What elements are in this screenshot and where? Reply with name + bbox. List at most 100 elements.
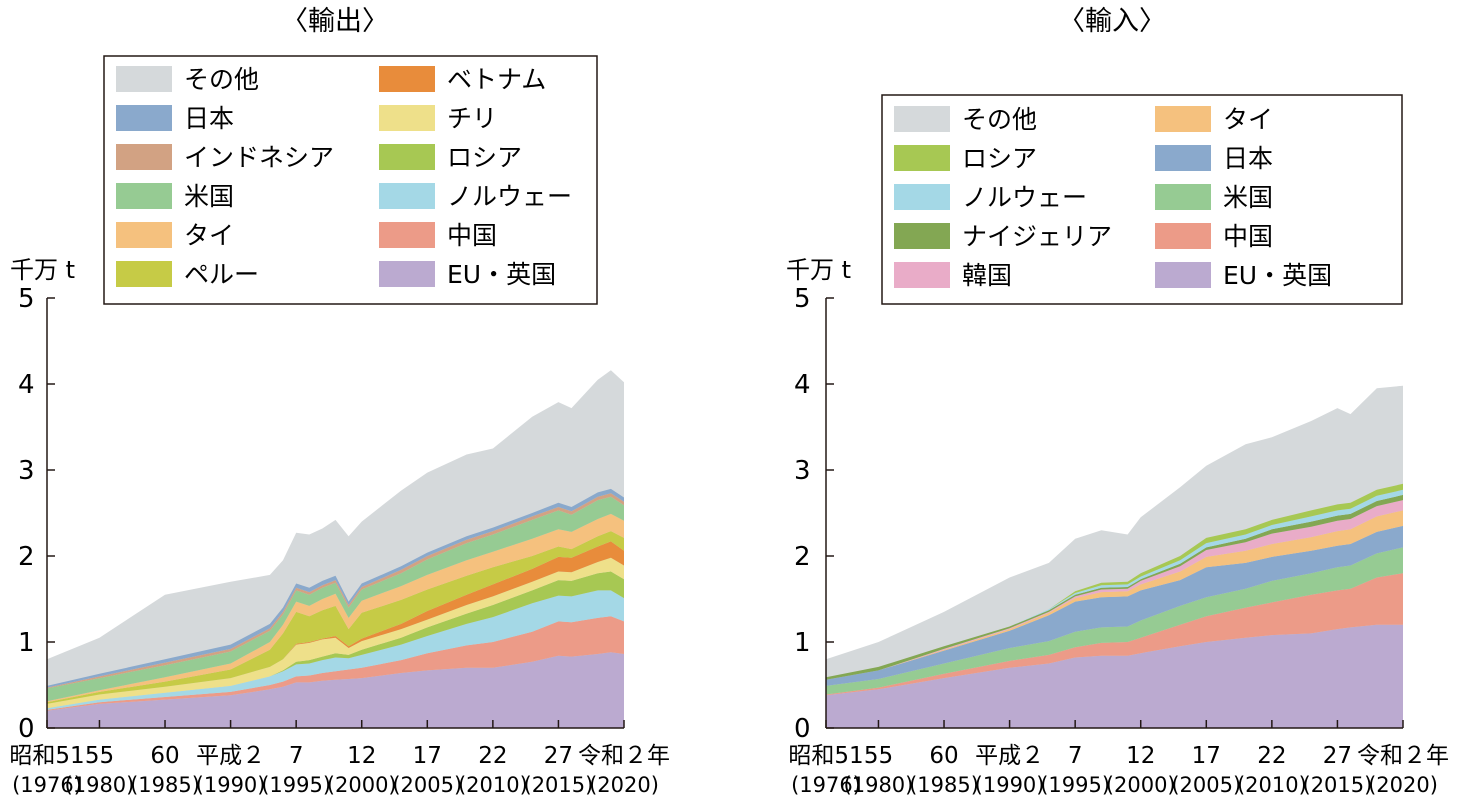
legend-swatch-vietnam [379,66,435,92]
x-tick-year: (2005) [1171,773,1241,797]
legend-swatch-eu-uk [379,261,435,287]
y-tick-label: 2 [794,542,811,572]
legend-label-norway: ノルウェー [962,183,1087,212]
x-tick-year: (1990) [975,773,1045,797]
legend-label-indonesia: インドネシア [184,143,334,172]
x-tick-year: (1976) [791,773,861,797]
area-japan [47,488,624,688]
y-tick-label: 2 [18,542,35,572]
legend-swatch-norway [379,183,435,209]
x-tick-label: 12 [347,743,376,769]
x-tick-label: 55 [864,743,893,769]
x-tick-label: 令和２年 [1357,743,1449,769]
legend-label-china: 中国 [447,221,497,250]
y-tick-label: 3 [18,456,35,486]
legend-label-usa: 米国 [1223,183,1273,212]
y-tick-label: 3 [794,456,811,486]
area-china [47,616,624,711]
x-tick-label: 7 [289,743,304,769]
x-tick-year: (2005) [392,773,462,797]
legend-label-russia: ロシア [962,144,1037,173]
x-tick-year: (2010) [458,773,528,797]
x-tick-label: 27 [544,743,573,769]
x-tick-label: 昭和51 [788,743,863,769]
x-tick-year: (2020) [1368,773,1438,797]
y-tick-label: 5 [794,284,811,314]
legend-box [103,55,598,305]
legend-swatch-eu-uk [1155,262,1211,288]
legend-swatch-russia [894,145,950,171]
area-eu-uk [47,652,624,728]
x-tick-label: 平成２ [975,743,1044,769]
area-indonesia [47,493,624,689]
x-tick-year: (1990) [196,773,266,797]
x-tick-year: (2020) [589,773,659,797]
x-tick-year: (2000) [327,773,397,797]
x-tick-year: (1995) [261,773,331,797]
legend-swatch-usa [116,183,172,209]
legend-swatch-indonesia [116,144,172,170]
legend-swatch-japan [116,105,172,131]
tick-labels: 012345昭和51(1976)55(1980)60(1985)平成２(1990… [788,284,1449,797]
area-vietnam [47,541,624,704]
legend-label-eu-uk: EU・英国 [1223,261,1332,290]
area-japan [826,525,1403,686]
x-tick-year: (1976) [12,773,82,797]
legend-swatch-other [894,106,950,132]
area-usa [826,547,1403,695]
legend-label-thailand: タイ [184,221,234,250]
area-eu-uk [826,624,1403,728]
export-chart: 〈輸出〉 千万 t 012345昭和51(1976)55(1980)60(198… [9,6,670,797]
legend-swatch-japan [1155,145,1211,171]
legend-swatch-peru [116,261,172,287]
tick-labels: 012345昭和51(1976)55(1980)60(1985)平成２(1990… [9,284,670,797]
x-tick-year: (2015) [524,773,594,797]
y-tick-label: 1 [18,628,35,658]
legend-swatch-thailand [116,222,172,248]
x-tick-year: (1985) [130,773,200,797]
legend-label-china: 中国 [1223,222,1273,251]
x-tick-year: (1995) [1040,773,1110,797]
y-tick-label: 0 [794,714,811,744]
y-axis-label: 千万 t [786,256,851,284]
area-russia [47,571,624,709]
legend-swatch-nigeria [894,223,950,249]
x-tick-year: (2010) [1237,773,1307,797]
y-axis-label: 千万 t [10,256,75,284]
area-peru [47,531,624,704]
x-tick-year: (2000) [1106,773,1176,797]
chart-title: 〈輸入〉 [1058,6,1166,37]
legend-swatch-russia [379,144,435,170]
legend-label-chile: チリ [447,104,497,133]
x-tick-label: 17 [413,743,442,769]
x-tick-label: 60 [929,743,958,769]
x-tick-label: 22 [478,743,507,769]
y-tick-label: 4 [18,370,35,400]
legend-swatch-chile [379,105,435,131]
area-usa [47,496,624,702]
legend-label-japan: 日本 [1223,144,1273,173]
y-tick-label: 1 [794,628,811,658]
x-tick-year: (1985) [909,773,979,797]
legend-swatch-norway [894,184,950,210]
legend-swatch-thailand [1155,106,1211,132]
legend-label-norway: ノルウェー [447,182,572,211]
legend-label-other: その他 [962,105,1037,134]
area-layers [826,385,1403,728]
area-thailand [47,513,624,703]
legend-swatch-korea [894,262,950,288]
legend-label-peru: ペルー [184,260,259,289]
area-china [826,573,1403,696]
x-tick-label: 12 [1126,743,1155,769]
legend-label-korea: 韓国 [962,261,1012,290]
x-tick-label: 7 [1068,743,1083,769]
axes [46,297,625,729]
legend-label-usa: 米国 [184,182,234,211]
legend-label-vietnam: ベトナム [447,65,546,94]
chart-title: 〈輸出〉 [281,6,389,37]
x-tick-label: 27 [1323,743,1352,769]
y-tick-label: 4 [794,370,811,400]
legend-label-nigeria: ナイジェリア [962,222,1112,251]
